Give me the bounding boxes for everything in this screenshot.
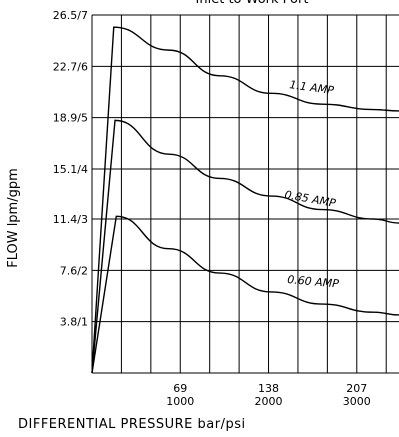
series-label: 0.85 AMP — [283, 188, 336, 210]
x-tick-label-psi: 2000 — [255, 395, 283, 408]
x-axis-title: DIFFERENTIAL PRESSURE bar/psi — [18, 417, 246, 432]
series-line-2 — [91, 215, 399, 374]
series-label: 0.60 AMP — [287, 273, 340, 290]
y-tick-label: 3.8/1 — [60, 316, 88, 329]
x-tick-label-bar: 207 — [346, 382, 367, 395]
y-tick-label: 26.5/7 — [53, 9, 88, 22]
y-tick-label: 15.1/4 — [53, 163, 88, 176]
y-tick-label: 22.7/6 — [53, 60, 88, 73]
y-tick-label: 18.9/5 — [53, 112, 88, 125]
x-tick-label-bar: 69 — [173, 382, 187, 395]
series-line-0 — [91, 26, 399, 374]
y-tick-label: 7.6/2 — [60, 264, 88, 277]
x-tick-label-psi: 3000 — [343, 395, 371, 408]
x-tick-label-bar: 138 — [258, 382, 279, 395]
series-label: 1.1 AMP — [289, 78, 335, 97]
x-tick-label-psi: 1000 — [166, 395, 194, 408]
y-axis-title: FLOW lpm/gpm — [6, 168, 21, 268]
y-tick-label: 11.4/3 — [53, 213, 88, 226]
chart-title: Inlet to Work Port — [196, 0, 309, 7]
series-line-1 — [91, 119, 399, 374]
